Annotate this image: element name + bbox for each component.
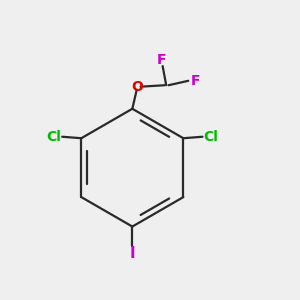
Text: Cl: Cl [46, 130, 62, 144]
Text: Cl: Cl [203, 130, 218, 144]
Text: I: I [130, 246, 135, 261]
Text: O: O [131, 80, 143, 94]
Text: F: F [157, 52, 166, 67]
Text: F: F [191, 74, 200, 88]
